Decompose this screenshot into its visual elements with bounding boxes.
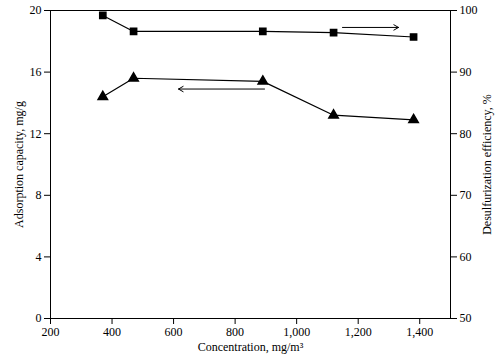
svg-text:80: 80 xyxy=(460,127,472,141)
svg-text:1,200: 1,200 xyxy=(345,325,372,339)
svg-text:4: 4 xyxy=(36,250,42,264)
svg-text:1,000: 1,000 xyxy=(283,325,310,339)
svg-text:100: 100 xyxy=(460,3,478,17)
svg-text:0: 0 xyxy=(36,311,42,325)
svg-text:20: 20 xyxy=(30,3,42,17)
svg-text:8: 8 xyxy=(36,188,42,202)
svg-text:800: 800 xyxy=(226,325,244,339)
svg-text:60: 60 xyxy=(460,250,472,264)
svg-text:90: 90 xyxy=(460,65,472,79)
svg-text:200: 200 xyxy=(42,325,60,339)
svg-text:1,400: 1,400 xyxy=(406,325,433,339)
svg-text:16: 16 xyxy=(30,65,42,79)
svg-text:70: 70 xyxy=(460,188,472,202)
svg-text:400: 400 xyxy=(103,325,121,339)
svg-text:Concentration, mg/m³: Concentration, mg/m³ xyxy=(198,340,304,354)
svg-text:Adsorption capacity, mg/g: Adsorption capacity, mg/g xyxy=(12,101,26,228)
svg-text:Desulfurization efficiency, %: Desulfurization efficiency, % xyxy=(480,94,494,235)
svg-text:600: 600 xyxy=(165,325,183,339)
svg-text:50: 50 xyxy=(460,311,472,325)
svg-text:12: 12 xyxy=(30,127,42,141)
